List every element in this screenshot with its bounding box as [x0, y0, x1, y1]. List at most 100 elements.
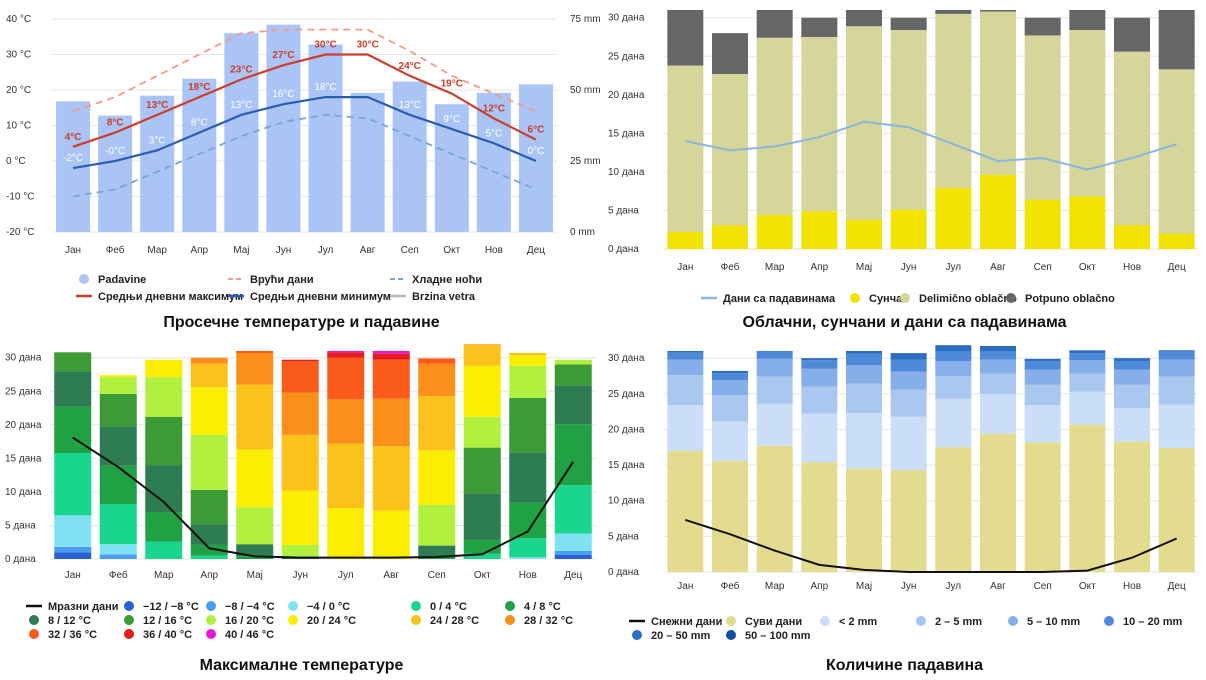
x-tick-label: Мар	[147, 245, 167, 256]
max-temp-label: 30°C	[314, 40, 336, 51]
legend-range-7-label: 16 / 20 °C	[225, 615, 274, 627]
y2-tick-label: 0 mm	[570, 227, 595, 238]
stacked-bar-segment	[667, 450, 704, 572]
stacked-bar-segment	[846, 383, 882, 414]
x-tick-label: Апр	[811, 581, 829, 592]
stacked-bar-segment	[756, 351, 793, 359]
y-tick-label: 30 дана	[608, 13, 645, 24]
stacked-bar-segment	[54, 452, 92, 516]
stacked-bar-segment	[418, 358, 456, 364]
stacked-bar-segment	[418, 545, 456, 557]
stacked-bar-segment	[554, 385, 592, 425]
stacked-bar-segment	[281, 392, 319, 435]
stacked-bar-segment	[509, 365, 547, 398]
stacked-bar-segment	[935, 360, 972, 376]
stacked-bar-segment	[236, 556, 274, 559]
legend-range-1-marker	[206, 601, 216, 611]
max-temp-label: 30°C	[356, 40, 378, 51]
stacked-bar-segment	[890, 371, 927, 390]
x-tick-label: Јун	[292, 570, 308, 581]
stacked-bar-segment	[712, 395, 748, 422]
precipitation-bar	[98, 115, 133, 232]
stacked-bar-segment	[667, 65, 704, 233]
stacked-bar-segment	[846, 219, 882, 249]
stacked-bar-segment	[1114, 17, 1150, 52]
x-tick-label: Јун	[901, 581, 917, 592]
stacked-bar-segment	[190, 357, 228, 364]
legend-range-11-label: 32 / 36 °C	[48, 629, 97, 641]
legend-partly-cloudy-marker	[900, 293, 910, 303]
min-temp-label: 3°C	[149, 135, 166, 146]
stacked-bar-segment	[509, 502, 547, 539]
y-tick-label: 25 дана	[5, 386, 42, 397]
stacked-bar-segment	[236, 544, 274, 557]
stacked-bar-segment	[1114, 360, 1150, 370]
legend-wind-speed-label: Brzina vetra	[412, 291, 476, 303]
x-tick-label: Мар	[765, 262, 785, 273]
stacked-bar-segment	[667, 351, 704, 353]
stacked-bar-segment	[418, 395, 456, 451]
stacked-bar-segment	[756, 358, 793, 377]
min-temp-label: -2°C	[63, 153, 83, 164]
stacked-bar-segment	[756, 403, 793, 446]
stacked-bar-segment	[935, 10, 972, 14]
stacked-bar-segment	[667, 10, 704, 66]
stacked-bar-segment	[236, 449, 274, 508]
legend-mean-max-label: Средњи дневни максимум	[98, 291, 243, 303]
legend-range-12-label: 36 / 40 °C	[143, 629, 192, 641]
max-temp-label: 18°C	[188, 82, 210, 93]
precipitation-bar	[392, 81, 427, 232]
stacked-bar-segment	[418, 363, 456, 396]
stacked-bar-segment	[190, 544, 228, 556]
stacked-bar-segment	[1069, 373, 1106, 392]
stacked-bar-segment	[667, 359, 704, 376]
legend-range-10-label: 28 / 32 °C	[524, 615, 573, 627]
x-tick-label: Дец	[527, 245, 545, 256]
x-tick-label: Феб	[106, 244, 125, 256]
x-tick-label: Мај	[247, 570, 263, 581]
stacked-bar-segment	[1069, 353, 1106, 361]
max-temp-label: 19°C	[441, 79, 463, 90]
temperature-precipitation-chart: 40 °C 30 °C 20 °C 10 °C 0 °C -10 °C -20 °C 75 m…	[0, 0, 603, 312]
min-temp-label: -0°C	[105, 146, 125, 157]
stacked-bar-segment	[1024, 358, 1061, 361]
y-tick-label: 20 дана	[608, 424, 645, 435]
x-tick-label: Окт	[1079, 262, 1096, 273]
min-temp-label: 5°C	[485, 128, 502, 139]
stacked-bar-segment	[712, 370, 748, 374]
stacked-bar-segment	[190, 363, 228, 388]
stacked-bar-segment	[463, 447, 501, 494]
cloudy-sunny-svg: 30 дана 25 дана 20 дана 15 дана 10 дана 5 дан…	[608, 10, 1199, 305]
stacked-bar-segment	[980, 393, 1016, 434]
stacked-bar-segment	[935, 346, 972, 352]
y-tick-label: 25 дана	[608, 389, 645, 400]
stacked-bar-segment	[712, 421, 748, 461]
legend-range-4-label: 4 / 8 °C	[524, 601, 561, 613]
stacked-bar-segment	[99, 393, 137, 427]
legend-amount-6-marker	[726, 630, 736, 640]
max-temp-label: 12°C	[483, 103, 505, 114]
max-temperatures-caption: Максималне температуре	[199, 657, 404, 674]
stacked-bar-segment	[801, 360, 838, 369]
legend-frost-days-label: Мразни дани	[48, 601, 119, 613]
legend-range-7-marker	[206, 615, 216, 625]
stacked-bar-segment	[1024, 384, 1061, 406]
y-tick-label: 30 дана	[5, 353, 42, 364]
stacked-bar-segment	[756, 351, 793, 352]
min-temp-label: 8°C	[191, 118, 208, 129]
precipitation-bar	[476, 92, 511, 232]
x-tick-label: Апр	[190, 245, 208, 256]
stacked-bar-segment	[99, 544, 137, 555]
stacked-bar-segment	[463, 553, 501, 559]
legend-range-13-label: 40 / 46 °C	[225, 629, 274, 641]
stacked-bar-segment	[1069, 30, 1106, 197]
legend-amount-0-label: Суви дани	[745, 616, 802, 628]
stacked-bar-segment	[756, 376, 793, 404]
min-temp-label: 13°C	[230, 100, 252, 111]
stacked-bar-segment	[667, 375, 704, 406]
y-tick-label: 30 дана	[608, 353, 645, 364]
stacked-bar-segment	[1024, 369, 1061, 385]
max-temperatures-chart: 30 дана 25 дана 20 дана 15 дана 10 дана 5 дан…	[0, 340, 603, 656]
stacked-bar-segment	[801, 413, 838, 463]
stacked-bar-segment	[667, 405, 704, 451]
